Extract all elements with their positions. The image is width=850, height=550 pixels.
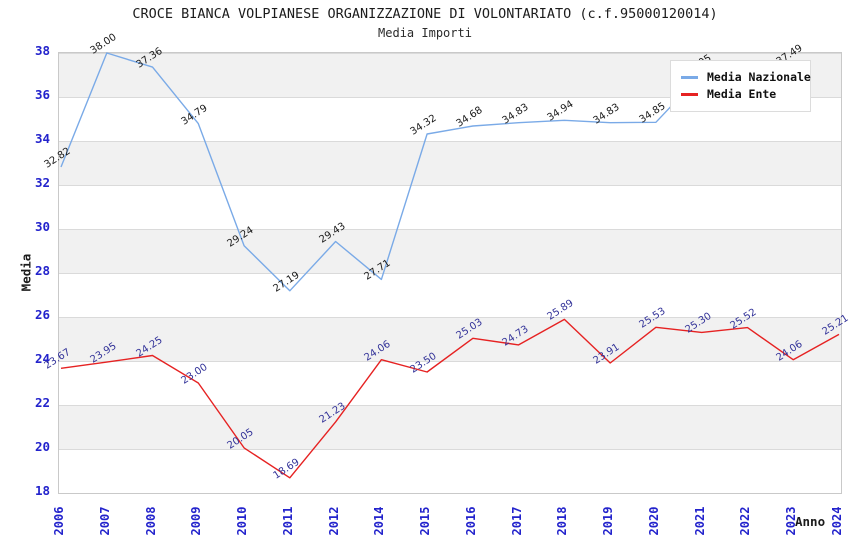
media-ente-swatch-icon — [681, 92, 698, 96]
plot-area: 32.82 38.00 37.36 34.79 29.24 27.19 29.43 27.71… — [43, 32, 850, 494]
chart-subtitle: Media Importi — [378, 26, 472, 40]
x-tick-label: 2022 — [738, 506, 753, 536]
y-tick-label: 18 — [34, 483, 50, 498]
y-tick-label: 24 — [34, 351, 50, 366]
x-tick-label: 2008 — [143, 506, 158, 536]
y-tick-label: 26 — [34, 307, 50, 322]
y-tick-label: 28 — [34, 263, 50, 278]
x-tick-label: 2011 — [280, 506, 295, 536]
x-tick-label: 2019 — [601, 506, 616, 536]
x-tick-label: 2009 — [189, 506, 204, 536]
x-tick-label: 2017 — [509, 506, 524, 536]
legend-label: Media Ente — [707, 87, 777, 101]
x-tick-label: 2007 — [97, 506, 112, 536]
page-title: CROCE BIANCA VOLPIANESE ORGANIZZAZIONE D… — [132, 6, 718, 22]
legend-item-media-nazionale: Media Nazionale — [681, 70, 811, 84]
chart-legend: Media Nazionale Media Ente — [670, 60, 811, 112]
x-tick-label: 2012 — [326, 506, 341, 536]
y-tick-label: 30 — [34, 219, 50, 234]
x-tick-label: 2024 — [830, 506, 844, 536]
x-tick-label: 2014 — [372, 506, 387, 536]
chart-lines — [60, 52, 840, 479]
y-tick-label: 38 — [34, 43, 50, 58]
x-tick-label: 2023 — [784, 506, 799, 536]
x-tick-label: 2021 — [692, 506, 707, 536]
x-tick-label: 2006 — [52, 506, 66, 536]
x-tick-label: 2016 — [463, 506, 478, 536]
y-tick-label: 36 — [34, 87, 50, 102]
x-axis-title: Anno — [795, 514, 826, 529]
legend-label: Media Nazionale — [707, 70, 811, 84]
x-tick-label: 2018 — [555, 506, 570, 536]
legend-item-media-ente: Media Ente — [681, 87, 802, 101]
y-tick-label: 34 — [34, 131, 50, 146]
x-tick-label: 2010 — [235, 506, 250, 536]
y-tick-label: 32 — [34, 175, 50, 190]
x-tick-label: 2020 — [646, 506, 661, 536]
y-tick-label: 20 — [34, 439, 50, 454]
media-ente-line — [60, 318, 840, 479]
y-tick-label: 22 — [34, 395, 50, 410]
media-nazionale-swatch-icon — [681, 75, 698, 79]
x-tick-label: 2015 — [418, 506, 433, 536]
